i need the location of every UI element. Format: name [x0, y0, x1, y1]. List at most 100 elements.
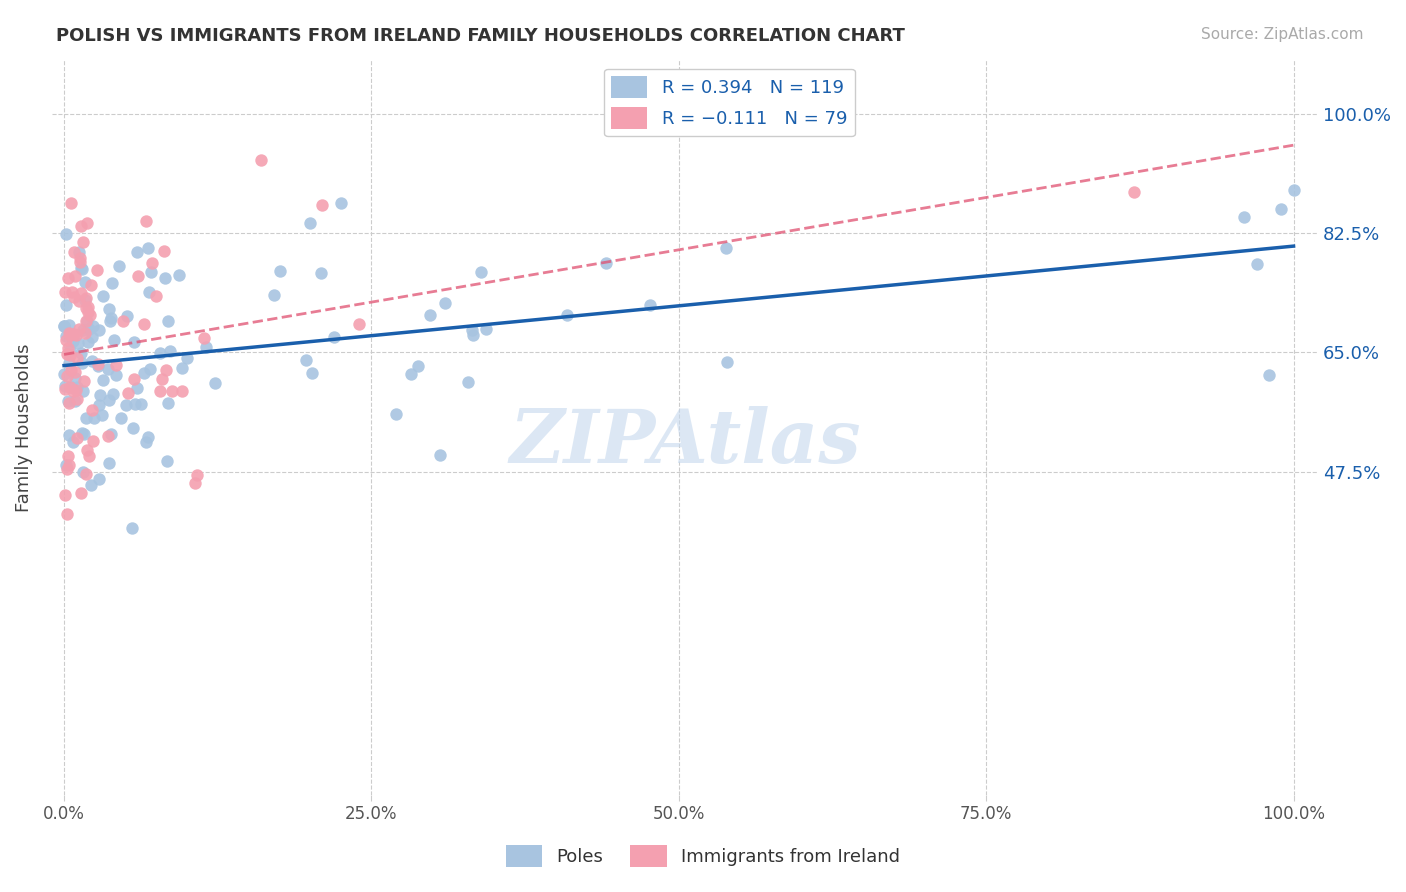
Point [103, 387, 125, 401]
Point [122, 372, 145, 386]
Point [136, 241, 159, 255]
Point [76, 442, 98, 457]
Point [100, 311, 122, 326]
Point [58, 271, 80, 285]
Point [75, 301, 97, 316]
Point [157, 314, 180, 328]
Point [323, 330, 346, 344]
Point [82, 434, 104, 448]
Point [301, 367, 323, 381]
Point [87, 359, 110, 373]
Point [55, 461, 77, 475]
Point [399, 367, 422, 381]
Point [72, 323, 94, 337]
Point [139, 362, 162, 376]
Point [53, 285, 76, 299]
Point [124, 334, 146, 349]
Point [72, 465, 94, 479]
Point [103, 334, 125, 348]
Point [461, 323, 484, 337]
Point [63, 327, 86, 342]
Point [55, 329, 77, 343]
Point [76, 216, 98, 230]
Point [75, 314, 97, 328]
Point [55, 227, 77, 241]
Point [204, 376, 226, 391]
Point [60, 363, 83, 377]
Point [595, 255, 617, 269]
Point [134, 367, 156, 381]
Point [59, 348, 82, 362]
Point [67, 244, 90, 259]
Point [69, 255, 91, 269]
Point [53, 368, 76, 382]
Point [129, 397, 152, 411]
Point [59, 343, 82, 357]
Point [70, 356, 93, 370]
Point [149, 384, 172, 399]
Point [457, 375, 479, 389]
Point [309, 266, 332, 280]
Point [70, 285, 93, 300]
Point [138, 285, 160, 299]
Point [63, 289, 86, 303]
Point [145, 289, 167, 303]
Legend: Poles, Immigrants from Ireland: Poles, Immigrants from Ireland [499, 838, 907, 874]
Point [60, 327, 83, 342]
Point [170, 384, 193, 398]
Point [136, 430, 159, 444]
Point [73, 276, 96, 290]
Point [155, 362, 177, 376]
Point [90, 408, 112, 422]
Point [58, 356, 80, 370]
Point [97, 361, 120, 376]
Point [55, 298, 77, 312]
Point [72, 235, 94, 249]
Point [98, 392, 121, 407]
Point [70, 485, 93, 500]
Point [104, 368, 127, 382]
Point [79, 478, 101, 492]
Point [347, 317, 370, 331]
Point [97, 456, 120, 470]
Point [69, 219, 91, 234]
Point [83, 411, 105, 425]
Point [79, 308, 101, 322]
Point [55, 368, 77, 383]
Point [1270, 202, 1292, 217]
Point [716, 355, 738, 369]
Point [714, 241, 737, 255]
Point [58, 318, 80, 332]
Text: ZIPAtlas: ZIPAtlas [509, 406, 860, 478]
Point [53, 382, 76, 396]
Point [1282, 183, 1305, 197]
Point [135, 214, 157, 228]
Point [53, 318, 76, 333]
Point [75, 467, 97, 481]
Point [156, 396, 179, 410]
Point [65, 384, 87, 398]
Point [91, 289, 114, 303]
Point [170, 361, 193, 376]
Point [294, 353, 316, 368]
Point [249, 153, 271, 167]
Point [70, 262, 93, 277]
Point [58, 341, 80, 355]
Point [59, 380, 82, 394]
Point [1122, 185, 1144, 199]
Point [76, 314, 98, 328]
Point [53, 318, 76, 333]
Point [115, 309, 138, 323]
Point [159, 343, 181, 358]
Point [98, 314, 121, 328]
Point [555, 309, 578, 323]
Point [75, 293, 97, 307]
Point [117, 385, 139, 400]
Point [77, 301, 100, 315]
Point [58, 326, 80, 340]
Point [56, 450, 79, 464]
Point [1233, 210, 1256, 224]
Point [56, 347, 79, 361]
Point [63, 394, 86, 409]
Point [385, 407, 408, 421]
